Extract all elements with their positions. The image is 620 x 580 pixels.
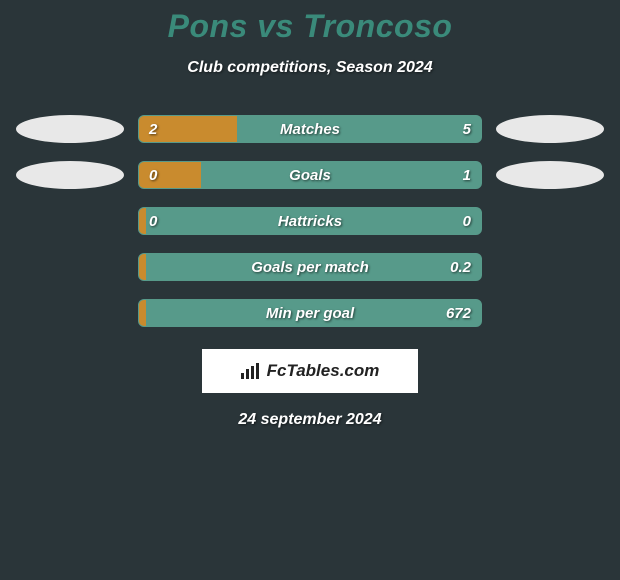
stat-row: 0Goals1 [0, 161, 620, 189]
player-oval-left [16, 115, 124, 143]
stat-label: Goals per match [139, 254, 481, 280]
stat-bar: Min per goal672 [138, 299, 482, 327]
chart-icon [241, 363, 261, 379]
stat-value-right: 1 [463, 162, 471, 188]
stat-label: Matches [139, 116, 481, 142]
stat-value-right: 0.2 [450, 254, 471, 280]
stat-value-right: 5 [463, 116, 471, 142]
stat-bar: 0Goals1 [138, 161, 482, 189]
player-oval-right [496, 161, 604, 189]
stat-row: Goals per match0.2 [0, 253, 620, 281]
stat-label: Hattricks [139, 208, 481, 234]
page-subtitle: Club competitions, Season 2024 [0, 59, 620, 77]
page-title: Pons vs Troncoso [0, 8, 620, 45]
player-oval-right [496, 115, 604, 143]
stat-label: Goals [139, 162, 481, 188]
stat-row: 2Matches5 [0, 115, 620, 143]
stat-value-right: 0 [463, 208, 471, 234]
stat-label: Min per goal [139, 300, 481, 326]
stat-bar: 2Matches5 [138, 115, 482, 143]
logo-text: FcTables.com [267, 361, 380, 381]
comparison-card: Pons vs Troncoso Club competitions, Seas… [0, 0, 620, 429]
stat-bar: Goals per match0.2 [138, 253, 482, 281]
source-logo: FcTables.com [202, 349, 418, 393]
stat-bar: 0Hattricks0 [138, 207, 482, 235]
stat-row: 0Hattricks0 [0, 207, 620, 235]
stat-value-right: 672 [446, 300, 471, 326]
player-oval-left [16, 161, 124, 189]
date-line: 24 september 2024 [0, 411, 620, 429]
stats-area: 2Matches50Goals10Hattricks0Goals per mat… [0, 115, 620, 327]
stat-row: Min per goal672 [0, 299, 620, 327]
